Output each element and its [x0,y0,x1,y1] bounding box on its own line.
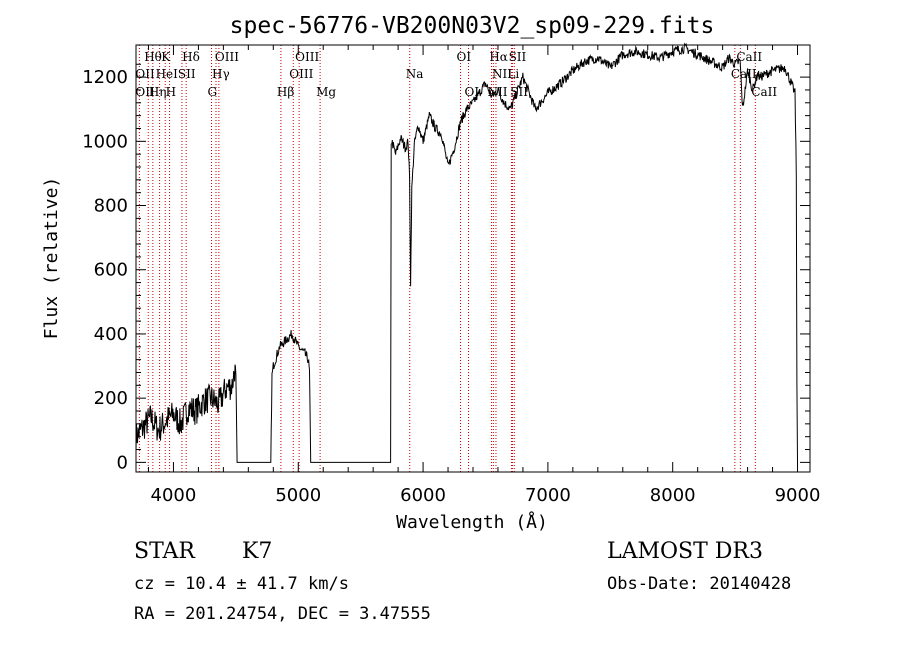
line-label: Mg [316,85,336,99]
y-tick-label: 400 [94,324,128,345]
chart-title: spec-56776-VB200N03V2_sp09-229.fits [230,13,715,39]
y-tick-label: 1000 [82,131,128,152]
line-label: Na [406,67,424,81]
line-label: CaII [731,67,757,81]
emission-line-markers [138,45,756,472]
line-label: NII [492,67,512,81]
line-label: HeI [156,67,179,81]
x-tick-label: 8000 [650,485,696,506]
y-tick-label: 600 [94,260,128,281]
survey-name: LAMOST DR3 [607,539,763,564]
y-tick-label: 1200 [82,67,128,88]
x-axis-label: Wavelength (Å) [396,511,548,533]
y-tick-label: 200 [94,388,128,409]
line-label: OIII [215,50,239,64]
x-tick-label: 4000 [151,485,197,506]
x-tick-label: 6000 [400,485,446,506]
line-label: Hθ [144,50,162,64]
plot-frame [135,44,811,473]
line-label: Hα [489,50,508,64]
line-label: G [208,85,218,99]
line-label: K [161,50,171,64]
line-label: OI [457,50,472,64]
line-label: SII [178,67,196,81]
y-axis-label: Flux (relative) [41,177,62,340]
line-label: Hη [149,85,167,99]
object-class: STAR [134,539,195,564]
line-label: SII [509,50,527,64]
line-label: Hβ [277,85,294,99]
line-label: Hδ [182,50,200,64]
y-tick-label: 800 [94,196,128,217]
axis-tick-labels: 4000 5000 6000 7000 8000 9000 0 200 400 600 800 100… [82,67,820,506]
coordinates: RA = 201.24754, DEC = 3.47555 [134,604,431,624]
line-label: OI [465,85,480,99]
x-tick-label: 9000 [775,485,821,506]
line-label: H [166,85,176,99]
line-label: OII [135,85,155,99]
line-label: OIII [295,50,319,64]
x-tick-label: 5000 [275,485,321,506]
observation-date: Obs-Date: 20140428 [607,574,792,594]
spectrum-line [135,42,798,463]
y-tick-label: 0 [117,452,128,473]
line-label: CaII [736,50,762,64]
x-tick-label: 7000 [525,485,571,506]
redshift-velocity: cz = 10.4 ± 41.7 km/s [134,574,349,594]
line-label: CaII [751,85,777,99]
line-label: Hγ [212,67,230,81]
line-label: OIII [289,67,313,81]
line-label: Li [507,67,519,81]
spectral-subclass: K7 [242,539,273,564]
line-label: OII [135,67,155,81]
axis-ticks [136,45,810,472]
